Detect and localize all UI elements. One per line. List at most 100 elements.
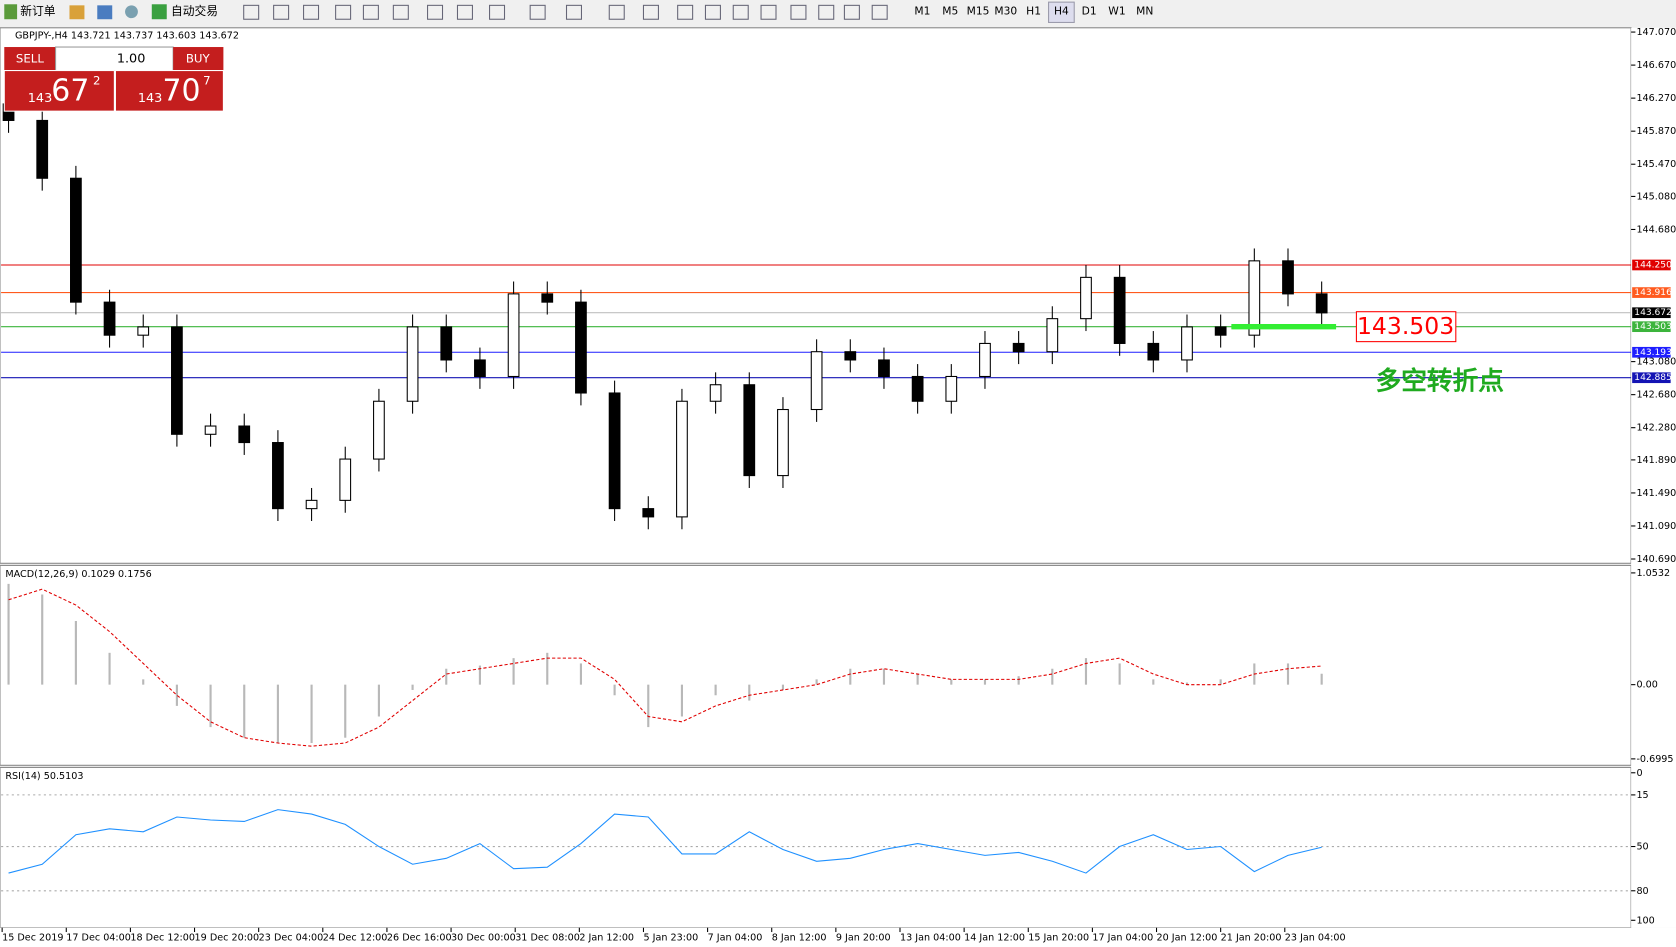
tool-icon[interactable] [871,4,888,20]
tool-icon[interactable] [456,4,473,20]
new-order[interactable]: 新订单 [20,4,56,18]
sell-price-box[interactable] [3,70,115,112]
icon[interactable] [97,5,113,20]
tool-icon[interactable] [843,4,860,20]
buy-big[interactable]: 143 [138,91,162,106]
timeframe[interactable]: M30 [994,5,1017,18]
x-tick-label: 17 Dec 04:00 [66,932,131,943]
x-tick-label: 5 Jan 23:00 [643,932,698,943]
tool-icon[interactable] [392,4,409,20]
candle-body [272,442,284,510]
x-tick-label: 17 Jan 04:00 [1092,932,1153,943]
timeframe[interactable]: MN [1136,5,1153,18]
x-tick-label: 31 Dec 08:00 [515,932,580,943]
x-tick-label: 2 Jan 12:00 [579,932,634,943]
macd-signal [8,588,1322,747]
tool-icon[interactable] [335,4,352,20]
level-tag [1632,259,1671,271]
chart-header: GBPJPY-,H4 143.721 143.737 143.603 143.6… [15,30,239,41]
tool-icon[interactable] [642,4,659,20]
tool-icon[interactable] [362,4,379,20]
candle-body [1214,326,1227,336]
icon[interactable] [69,5,85,20]
new-order-icon[interactable] [4,4,18,20]
timeframe[interactable]: M5 [942,5,958,18]
tool-icon[interactable] [732,4,749,20]
tool-icon[interactable] [489,4,506,20]
candle-body [1012,342,1025,353]
timeframe[interactable]: H1 [1026,5,1041,18]
tool-icons [243,4,888,20]
tool-icon[interactable] [303,4,320,20]
timeframe[interactable]: M15 [967,5,990,18]
tool-icon[interactable] [565,4,583,20]
sell-main[interactable]: 67 [51,73,89,108]
rsi-panel [0,766,1632,929]
level-tag [1632,307,1671,319]
auto-trade-icon[interactable] [151,4,167,20]
candle-body [1113,276,1126,344]
tool-icon[interactable] [704,4,721,20]
lot-box[interactable] [55,46,174,72]
x-tick-label: 23 Dec 04:00 [259,932,324,943]
candle-body [305,499,318,510]
y-tick-label: 144.680 [1636,224,1676,235]
timeframe-active[interactable] [1048,1,1075,23]
candle-body [507,293,520,378]
buy-label[interactable]: BUY [186,51,211,65]
y-tick-label: 143.080 [1636,357,1676,368]
y-tick-label: 141.490 [1636,488,1676,499]
tool-icon[interactable] [427,4,444,20]
candle-body [70,177,82,303]
icon[interactable] [125,5,138,19]
level-tag [1632,321,1671,333]
sell-big[interactable]: 143 [28,91,52,106]
sell-pip[interactable]: 2 [93,74,100,88]
candle-body [204,425,217,435]
level-label: 144.250 [1634,260,1672,270]
auto-trade[interactable]: 自动交易 [171,4,218,18]
tool-icon[interactable] [818,4,835,20]
sell-label[interactable]: SELL [16,51,44,65]
tool-icon[interactable] [529,4,546,20]
candle-body [1181,326,1193,361]
macd-panel [0,564,1632,766]
candle-body [238,425,251,444]
tool-icon[interactable] [677,4,694,20]
sell-button[interactable] [4,47,56,71]
candle-body [945,375,958,402]
timeframe[interactable]: H4 [1054,5,1069,18]
level-label: 143.672 [1634,308,1672,318]
candle-body [1080,276,1092,320]
x-tick-label: 30 Dec 00:00 [451,932,516,943]
candle-body [844,351,857,361]
buy-main[interactable]: 70 [162,73,200,108]
x-tick-label: 13 Jan 04:00 [900,932,961,943]
tool-icon[interactable] [273,4,290,20]
x-tick-label: 23 Jan 04:00 [1285,932,1346,943]
timeframe[interactable]: M1 [914,5,930,18]
toolbar-bg [0,0,1676,26]
candle-body [979,342,991,378]
y-tick-label: 100 [1636,915,1654,926]
candle-body [339,458,352,501]
macd-title: MACD(12,26,9) 0.1029 0.1756 [5,569,151,580]
buy-pip[interactable]: 7 [203,74,210,88]
candle-body [1147,342,1160,361]
y-tick-label: 145.470 [1636,159,1676,170]
y-tick-label: 145.080 [1636,191,1676,202]
timeframe[interactable]: D1 [1082,5,1097,18]
candle-body [171,326,183,435]
y-tick-label: 80 [1636,886,1648,897]
buy-price-box[interactable] [114,70,224,112]
tool-icon[interactable] [608,4,625,20]
price-axis [1631,27,1676,928]
tool-icon[interactable] [760,4,777,20]
buy-button[interactable] [173,47,224,71]
x-tick-label: 15 Dec 2019 [2,932,63,943]
tool-icon[interactable] [243,4,260,20]
lot-size[interactable]: 1.00 [117,51,146,66]
tool-icon[interactable] [790,4,807,20]
timeframe[interactable]: W1 [1108,5,1125,18]
